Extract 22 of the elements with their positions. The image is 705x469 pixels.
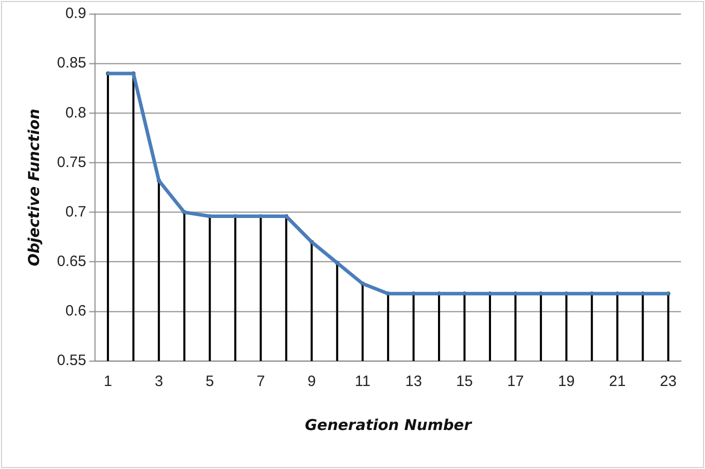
y-axis-title: Objective Function <box>24 108 43 266</box>
y-tick-label: 0.85 <box>56 54 86 72</box>
x-tick-label: 15 <box>456 373 473 390</box>
x-tick-label: 7 <box>256 373 265 390</box>
x-tick-label: 3 <box>154 373 164 390</box>
y-tick-label: 0.7 <box>65 203 86 220</box>
x-tick-label: 9 <box>308 373 316 390</box>
x-tick-label: 11 <box>354 373 370 390</box>
x-tick-label: 1 <box>104 373 112 390</box>
y-tick-label: 0.6 <box>65 302 86 320</box>
y-tick-label: 0.75 <box>56 154 86 171</box>
x-tick-label: 21 <box>608 373 626 390</box>
y-tick-label: 0.65 <box>56 253 86 270</box>
x-tick-label: 13 <box>405 373 422 390</box>
y-tick-label: 0.55 <box>56 352 86 370</box>
x-tick-label: 17 <box>507 373 524 390</box>
y-tick-label: 0.8 <box>65 104 86 122</box>
x-tick-label: 5 <box>206 373 214 390</box>
x-tick-label: 19 <box>558 373 575 390</box>
x-tick-label: 23 <box>660 373 677 390</box>
x-axis-title: Generation Number <box>304 416 473 434</box>
y-tick-label: 0.9 <box>65 5 86 22</box>
